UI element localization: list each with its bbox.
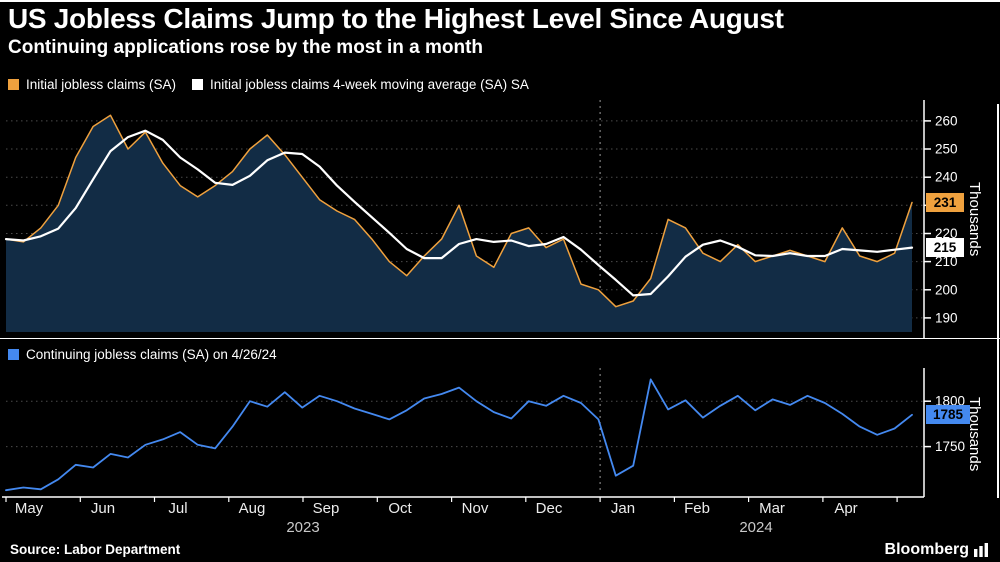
svg-text:1750: 1750 [935,439,965,454]
right-edge-rule [997,104,999,498]
x-month-label: Nov [461,500,489,517]
x-month-label: May [14,500,44,517]
initial-claims-latest-value-badge: 231 [926,193,964,212]
top-divider [0,0,1000,2]
section-divider [0,338,1000,339]
legend-label-continuing-claims: Continuing jobless claims (SA) on 4/26/2… [26,347,277,362]
x-month-label: Mar [759,500,785,517]
svg-text:1800: 1800 [935,394,965,409]
svg-text:190: 190 [935,310,958,325]
initial-claims-swatch-icon [8,79,19,90]
x-month-label: Oct [388,500,412,517]
continuing-claims-swatch-icon [8,349,19,360]
continuing-claims-latest-value-badge: 1785 [926,405,971,424]
svg-text:240: 240 [935,170,958,185]
bloomberg-bars-icon [974,542,988,557]
page-title: US Jobless Claims Jump to the Highest Le… [8,3,784,34]
legend-bottom-chart: Continuing jobless claims (SA) on 4/26/2… [8,347,277,362]
x-month-label: Feb [684,500,710,517]
page-subtitle: Continuing applications rose by the most… [8,37,484,58]
svg-text:220: 220 [935,226,958,241]
legend-top-chart: Initial jobless claims (SA) Initial jobl… [8,77,529,92]
y-axis-title-top-chart: Thousands [966,182,983,257]
legend-label-initial-claims: Initial jobless claims (SA) [26,77,177,92]
moving-average-swatch-icon [192,79,204,90]
svg-text:210: 210 [935,254,958,269]
bloomberg-logo: Bloomberg [885,541,990,559]
x-month-label: Dec [535,500,563,517]
svg-text:250: 250 [935,142,958,157]
y-axis-title-bottom-chart: Thousands [966,397,983,472]
x-month-label: Jul [168,500,188,517]
x-month-label: Jan [610,500,636,517]
moving-average-latest-value-badge: 215 [926,238,964,257]
source-label: Source: Labor Department [10,542,181,557]
x-year-label: 2024 [739,519,773,536]
svg-text:260: 260 [935,113,958,128]
initial-claims-chart: 190200210220230240250260 [4,100,958,338]
continuing-claims-chart: 1750 1800 [2,368,965,502]
x-month-label: Apr [834,500,858,517]
x-year-label: 2023 [286,519,320,536]
x-month-label: Jun [90,500,116,517]
x-month-label: Sep [312,500,340,517]
legend-label-moving-average: Initial jobless claims 4-week moving ave… [210,77,529,92]
bloomberg-wordmark: Bloomberg [884,540,969,558]
svg-text:200: 200 [935,282,958,297]
legend-item-moving-average: Initial jobless claims 4-week moving ave… [192,77,529,92]
footer: Source: Labor Department Bloomberg [0,537,1000,562]
legend-item-initial-claims: Initial jobless claims (SA) [8,77,176,92]
x-month-label: Aug [238,500,266,517]
legend-item-continuing-claims: Continuing jobless claims (SA) on 4/26/2… [8,347,277,362]
